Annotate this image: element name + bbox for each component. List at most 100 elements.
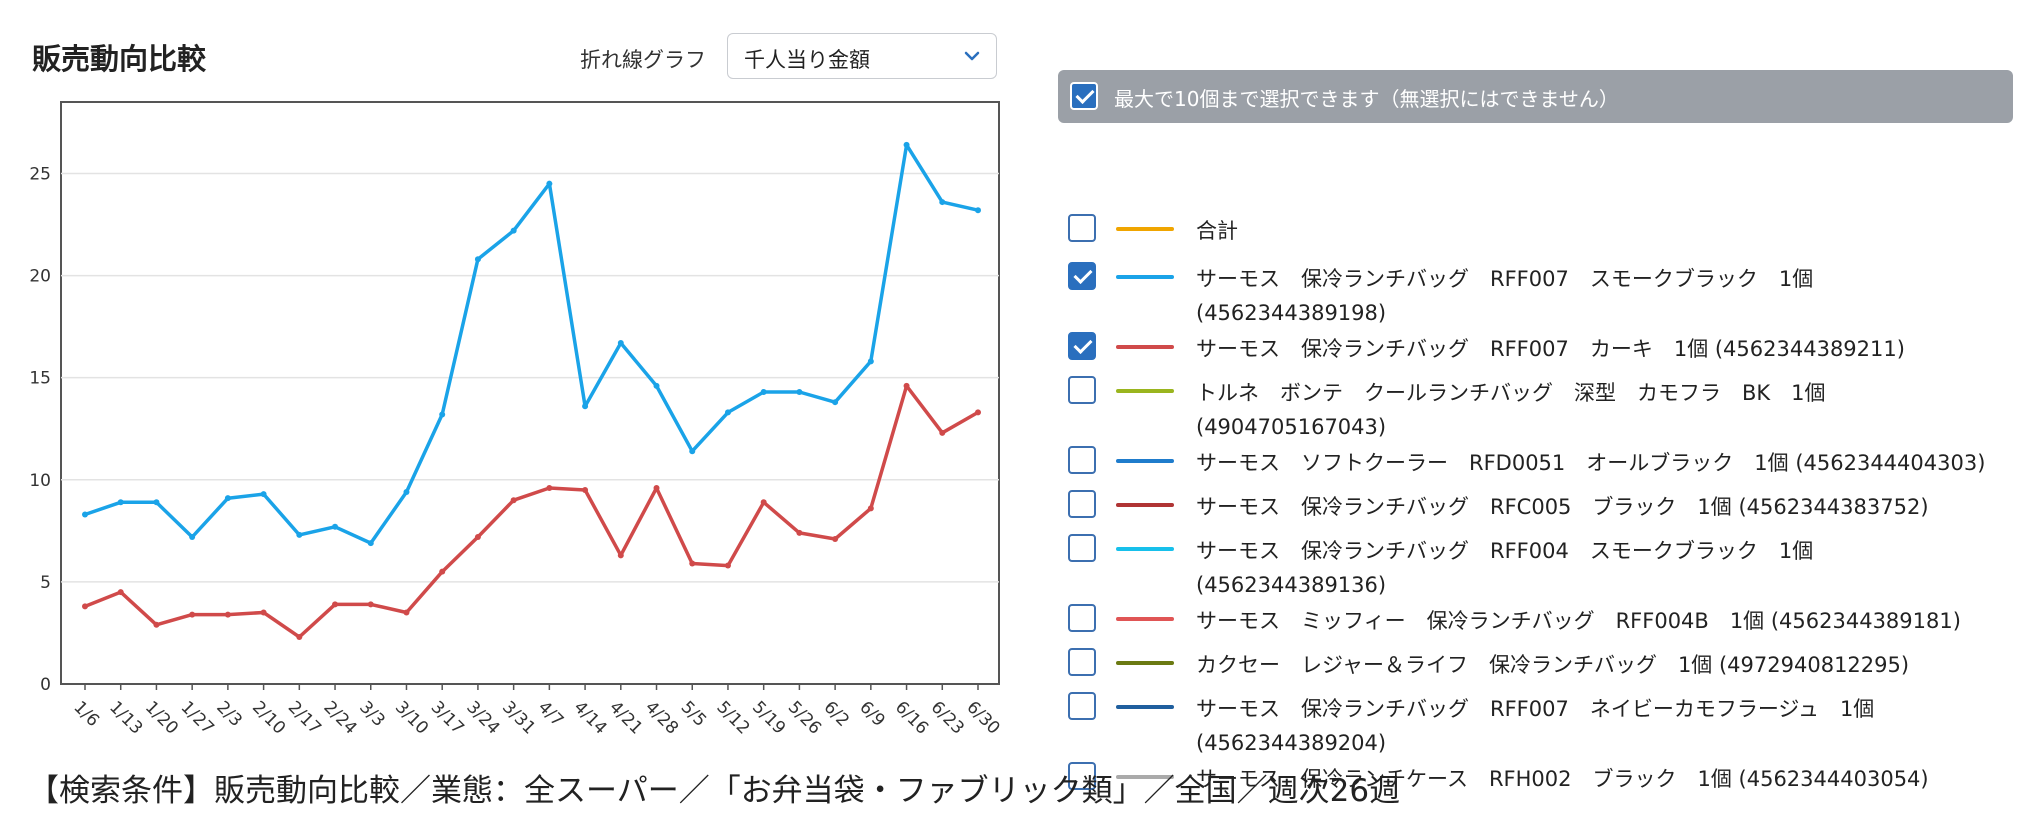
data-point xyxy=(546,484,553,491)
legend-item-label: トルネ ボンテ クールランチバッグ 深型 カモフラ BK 1個 (4904705… xyxy=(1196,381,1826,439)
data-point xyxy=(367,540,374,547)
x-tick-label: 6/9 xyxy=(855,697,888,730)
x-tick-label: 3/3 xyxy=(355,697,388,730)
y-tick-label: 25 xyxy=(29,164,51,184)
data-point xyxy=(332,601,339,608)
data-point xyxy=(367,601,374,608)
data-point xyxy=(153,499,160,506)
x-tick-label: 2/17 xyxy=(284,697,325,738)
legend-item-label: サーモス ソフトクーラー RFD0051 オールブラック 1個 (4562344… xyxy=(1196,451,1986,475)
data-point xyxy=(617,339,624,346)
legend-item-checkbox[interactable] xyxy=(1068,490,1096,518)
data-point xyxy=(582,487,589,493)
data-point xyxy=(82,603,88,610)
x-tick-label: 5/26 xyxy=(784,697,825,738)
data-point xyxy=(867,505,874,512)
metric-select-value: 千人当り金額 xyxy=(744,48,870,72)
data-point xyxy=(474,533,481,540)
data-point xyxy=(296,634,303,641)
data-point xyxy=(903,141,910,148)
legend-swatch xyxy=(1116,275,1174,279)
legend-item-checkbox[interactable] xyxy=(1068,762,1096,790)
data-point xyxy=(546,180,553,187)
x-tick-label: 1/6 xyxy=(69,697,102,730)
data-point xyxy=(653,484,660,491)
y-tick-label: 0 xyxy=(40,675,51,695)
data-point xyxy=(832,536,839,543)
metric-select[interactable]: 千人当り金額 xyxy=(727,33,997,79)
data-point xyxy=(189,533,196,540)
data-point xyxy=(617,552,624,559)
data-point xyxy=(975,207,981,214)
legend-header: 最大で10個まで選択できます（無選択にはできません） xyxy=(1058,70,2013,123)
legend-item-checkbox[interactable] xyxy=(1068,262,1096,290)
data-point xyxy=(82,511,88,518)
data-point xyxy=(260,609,267,616)
x-tick-label: 4/14 xyxy=(570,697,611,738)
data-point xyxy=(653,382,660,389)
data-point xyxy=(189,611,196,618)
x-tick-label: 3/17 xyxy=(427,697,468,738)
data-point xyxy=(760,388,767,395)
legend-item-checkbox[interactable] xyxy=(1068,604,1096,632)
line-chart: 0 5 10 15 20 25 1/6 1/131/201/272/3 2/102/172/24… xyxy=(29,101,1004,739)
data-point xyxy=(903,382,910,389)
data-point xyxy=(724,409,731,416)
legend-swatch xyxy=(1116,345,1174,349)
select-all-checkbox[interactable] xyxy=(1070,82,1098,110)
legend-item-checkbox[interactable] xyxy=(1068,214,1096,242)
data-point xyxy=(117,499,124,506)
data-point xyxy=(403,489,410,496)
legend-item-label: サーモス 保冷ランチバッグ RFF007 カーキ 1個 (45623443892… xyxy=(1196,337,1905,361)
data-point xyxy=(867,358,874,365)
legend-swatch xyxy=(1116,503,1174,507)
x-tick-label: 6/30 xyxy=(962,697,1003,738)
data-point xyxy=(332,523,339,530)
x-tick-label: 6/23 xyxy=(927,697,968,738)
data-point xyxy=(439,411,446,418)
plot-area xyxy=(60,101,1000,685)
x-tick-label: 3/10 xyxy=(391,697,432,738)
y-tick-label: 20 xyxy=(29,267,51,287)
data-point xyxy=(832,399,839,406)
legend-swatch xyxy=(1116,389,1174,393)
legend-item-checkbox[interactable] xyxy=(1068,692,1096,720)
legend-swatch xyxy=(1116,705,1174,709)
data-point xyxy=(582,403,589,410)
x-tick-label: 2/3 xyxy=(212,697,245,730)
legend-item-label: サーモス ミッフィー 保冷ランチバッグ RFF004B 1個 (45623443… xyxy=(1196,609,1961,633)
data-point xyxy=(510,497,517,504)
x-tick-label: 6/2 xyxy=(820,697,853,730)
x-tick-label: 1/13 xyxy=(105,697,146,738)
data-point xyxy=(224,611,231,618)
data-point xyxy=(760,499,767,506)
legend-swatch xyxy=(1116,227,1174,231)
legend-item-checkbox[interactable] xyxy=(1068,534,1096,562)
data-point xyxy=(689,560,696,567)
legend-item-label: サーモス 保冷ランチバッグ RFF007 ネイビーカモフラージュ 1個 (456… xyxy=(1196,697,1875,755)
data-point xyxy=(939,429,946,436)
series-line xyxy=(84,143,979,545)
legend-swatch xyxy=(1116,775,1174,779)
data-point xyxy=(296,531,303,538)
legend-item-checkbox[interactable] xyxy=(1068,376,1096,404)
legend-item-checkbox[interactable] xyxy=(1068,648,1096,676)
data-point xyxy=(224,495,231,502)
data-point xyxy=(153,621,160,628)
x-tick-label: 4/21 xyxy=(605,697,646,738)
x-tick-label: 4/7 xyxy=(534,697,567,730)
data-point xyxy=(689,448,696,455)
legend-item-checkbox[interactable] xyxy=(1068,446,1096,474)
x-tick-label: 2/24 xyxy=(320,697,361,738)
x-tick-label: 5/5 xyxy=(677,697,710,730)
legend-swatch xyxy=(1116,617,1174,621)
data-point xyxy=(260,491,267,498)
legend-item-label: 合計 xyxy=(1196,219,1238,243)
legend-item-checkbox[interactable] xyxy=(1068,332,1096,360)
x-tick-label: 1/20 xyxy=(141,697,182,738)
x-tick-label: 3/24 xyxy=(462,697,503,738)
data-point xyxy=(474,256,481,263)
y-tick-label: 5 xyxy=(40,573,51,593)
search-conditions: 【検索条件】販売動向比較／業態：全スーパー／「お弁当袋・ファブリック類」／全国／… xyxy=(28,773,1401,809)
data-point xyxy=(939,199,946,206)
